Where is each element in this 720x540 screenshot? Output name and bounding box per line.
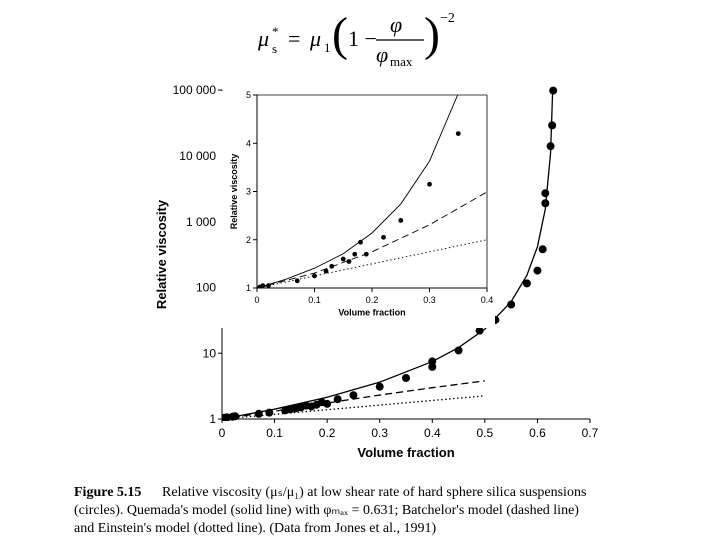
data-point [533, 266, 542, 275]
caption-line: and Einstein's model (dotted line). (Dat… [74, 521, 436, 536]
x-tick-label: 0.4 [481, 295, 494, 305]
data-point [358, 239, 363, 245]
model-line [222, 90, 554, 420]
data-point [541, 199, 550, 208]
y-tick-label: 3 [246, 187, 251, 197]
caption-line: Relative viscosity (μₛ/μ₁) at low shear … [162, 485, 586, 500]
y-tick-label: 5 [246, 90, 251, 100]
y-tick-label: 1 [246, 283, 251, 293]
eq-phi: φ [390, 12, 402, 37]
caption: Figure 5.15 Relative viscosity (μₛ/μ₁) a… [74, 485, 586, 536]
data-point [507, 300, 516, 309]
x-tick-label: 0.5 [477, 426, 494, 440]
data-point [349, 391, 358, 400]
y-tick-label: 10 [203, 346, 217, 360]
eq-paren-close: ) [424, 8, 440, 61]
eq-sub1: 1 [324, 40, 331, 55]
x-tick-label: 0.4 [424, 426, 441, 440]
plot-area [257, 95, 487, 288]
x-tick-label: 0 [219, 426, 226, 440]
model-line [257, 191, 487, 288]
data-point [329, 263, 335, 269]
chart: 0 0.1 0.2 0.3 0.4 1 2 3 4 5 Volume fraction Relativ… [217, 90, 495, 328]
data-point [265, 408, 274, 417]
x-tick-label: 0.2 [319, 426, 336, 440]
data-point [340, 256, 346, 262]
eq-max: max [390, 54, 413, 69]
data-point [549, 86, 558, 95]
y-tick-label: 4 [246, 138, 251, 148]
eq-mu1: μ [309, 26, 321, 51]
x-tick-label: 0 [254, 295, 259, 305]
data-point [427, 181, 432, 187]
caption-label: Figure 5.15 [74, 485, 141, 500]
x-tick-label: 0.3 [423, 295, 436, 305]
data-point [381, 234, 386, 240]
x-tick-label: 0.3 [371, 426, 388, 440]
data-point [402, 373, 410, 382]
y-tick-label: 10 000 [179, 149, 216, 163]
data-point [352, 251, 358, 257]
data-point [548, 121, 557, 130]
x-axis-label: Volume fraction [357, 445, 454, 460]
data-point [333, 395, 342, 404]
data-point [398, 218, 404, 223]
data-point [475, 326, 484, 335]
eq-equals: = [288, 26, 300, 51]
y-tick-label: 2 [246, 235, 251, 245]
x-tick-label: 0.1 [308, 295, 321, 305]
data-point [323, 399, 332, 408]
data-point [323, 268, 329, 274]
eq-sub: s [272, 41, 277, 56]
y-tick-label: 100 [196, 281, 216, 295]
caption-line: (circles). Quemada's model (solid line) … [74, 503, 579, 518]
eq-star: * [272, 24, 279, 39]
x-tick-label: 0.2 [366, 295, 379, 305]
plot-area [222, 86, 558, 421]
data-point [455, 131, 461, 137]
data-point [454, 346, 463, 355]
data-point [522, 279, 531, 288]
x-tick-label: 0.1 [266, 426, 283, 440]
data-point [312, 273, 317, 279]
data-point [346, 259, 352, 264]
x-tick-label: 0.7 [582, 426, 599, 440]
data-point [260, 283, 266, 288]
data-point [231, 412, 240, 421]
inset-background [217, 91, 495, 328]
y-tick-label: 1 000 [186, 215, 216, 229]
data-point [254, 409, 263, 418]
data-point [294, 278, 300, 284]
equation: μ * s = μ 1 ( 1 − φ φ max ) −2 [257, 8, 455, 69]
data-point [541, 189, 550, 198]
eq-paren-open: ( [332, 8, 348, 61]
eq-phi-max: φ [376, 42, 388, 67]
data-point [375, 382, 384, 391]
y-axis-label: Relative viscosity [229, 154, 239, 230]
data-point [428, 357, 437, 366]
eq-one-minus: 1 − [348, 26, 377, 51]
y-axis-label: Relative viscosity [154, 199, 169, 309]
data-point [546, 142, 555, 151]
data-point [538, 245, 547, 254]
eq-exponent: −2 [440, 11, 455, 26]
x-axis-label: Volume fraction [338, 307, 405, 317]
x-tick-label: 0.6 [529, 426, 546, 440]
data-point [266, 283, 271, 288]
model-line [257, 95, 459, 288]
y-tick-label: 100 000 [173, 83, 217, 97]
y-tick-label: 1 [209, 412, 216, 426]
eq-mu: μ [257, 26, 269, 51]
data-point [363, 251, 369, 257]
